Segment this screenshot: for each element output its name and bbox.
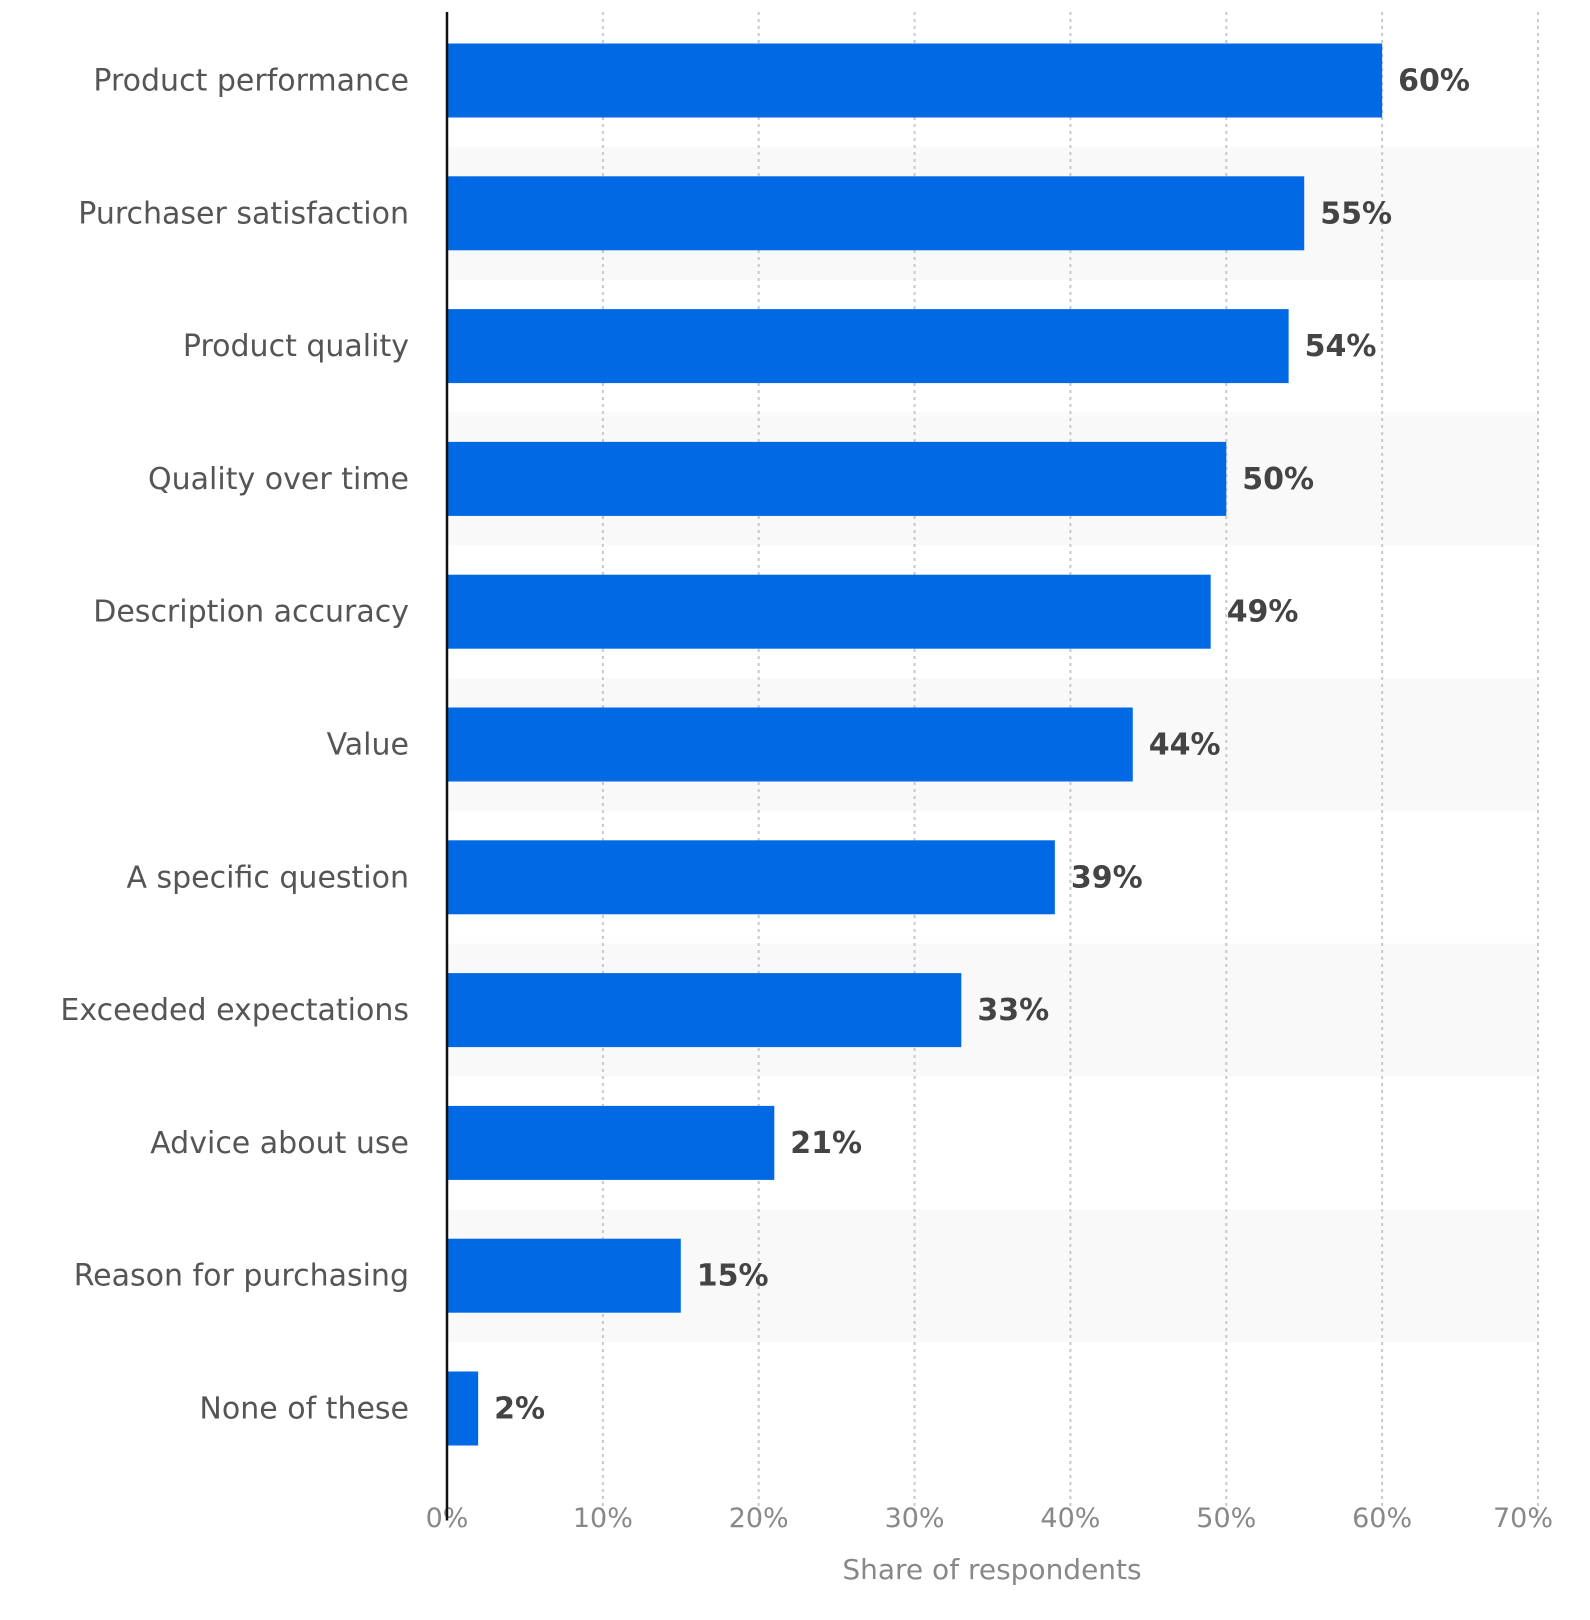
x-axis-title: Share of respondents [842,1553,1141,1586]
bar [447,1238,681,1313]
x-tick-label: 60% [1352,1503,1412,1534]
category-label: Advice about use [150,1126,409,1161]
value-label: 49% [1227,595,1299,630]
x-tick-label: 50% [1196,1503,1256,1534]
bar [447,840,1055,915]
value-label: 50% [1242,462,1314,497]
category-label: Quality over time [148,462,409,497]
category-label: Product performance [93,64,409,99]
bar [447,574,1211,649]
category-label: Description accuracy [93,595,409,630]
value-label: 54% [1305,329,1377,364]
bar [447,309,1289,384]
x-tick-label: 20% [729,1503,789,1534]
bar [447,1105,775,1180]
category-label: Value [327,728,409,763]
value-label: 33% [977,993,1049,1028]
category-label: Exceeded expectations [60,993,409,1028]
value-label: 39% [1071,860,1143,895]
bar [447,1371,479,1446]
category-label: A specific question [126,860,409,895]
value-label: 60% [1398,64,1470,99]
value-label: 2% [494,1392,545,1427]
bar [447,176,1305,251]
category-label: Purchaser satisfaction [78,196,409,231]
x-tick-label: 30% [885,1503,945,1534]
bar [447,973,962,1048]
bar [447,441,1227,516]
value-label: 44% [1149,728,1221,763]
x-tick-label: 10% [573,1503,633,1534]
x-tick-label: 70% [1493,1503,1553,1534]
x-tick-label: 40% [1040,1503,1100,1534]
category-label: Product quality [183,329,409,364]
value-label: 15% [697,1259,769,1294]
value-label: 21% [790,1126,862,1161]
category-label: None of these [199,1392,409,1427]
category-label: Reason for purchasing [74,1259,409,1294]
bar [447,707,1133,782]
value-label: 55% [1320,196,1392,231]
bar [447,43,1383,118]
